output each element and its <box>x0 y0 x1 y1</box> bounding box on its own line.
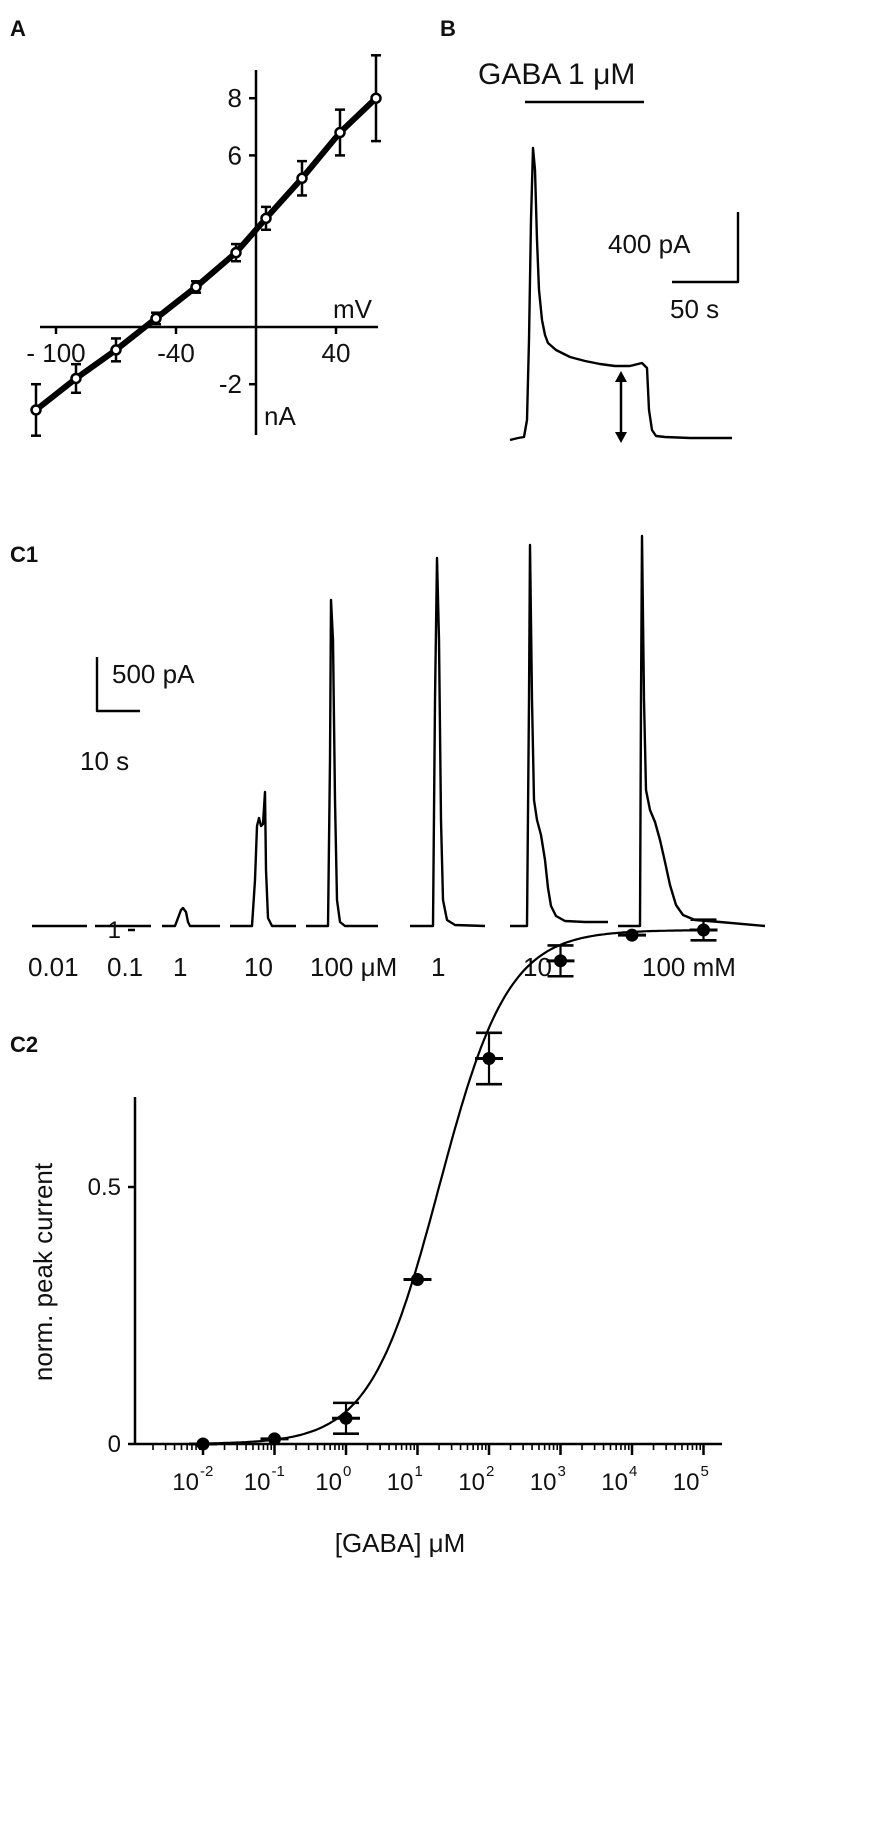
panel-c1-scale-bar <box>95 657 140 713</box>
panel-a-y-tick-label: -2 <box>219 369 242 399</box>
panel-b-arrow-down-head <box>615 432 627 443</box>
panel-a-data-point <box>190 281 202 293</box>
panel-a-y-tick-label: 8 <box>228 83 242 113</box>
panel-a-x-label: mV <box>333 294 373 324</box>
panel-a-data-point <box>30 404 42 416</box>
panel-a-data-point <box>230 246 242 259</box>
panel-c2-x-tick-exponent: 5 <box>701 1463 709 1480</box>
panel-c2-x-label: [GABA] μM <box>335 1528 466 1558</box>
panel-c2-x-tick-base: 10 <box>458 1469 485 1496</box>
panel-c1-scale-current: 500 pA <box>112 659 195 689</box>
trace-1mm <box>410 556 486 928</box>
panel-a-y-label: nA <box>264 401 296 431</box>
trace-100um <box>306 598 378 928</box>
panel-c2-data-point <box>268 1432 281 1446</box>
panel-c2-fit <box>192 929 710 1445</box>
panel-a-label: A <box>10 16 26 41</box>
panel-c2-x-tick-exponent: 0 <box>343 1463 351 1480</box>
panel-c2-x-tick-base: 10 <box>530 1469 557 1496</box>
panel-c2-x-tick-exponent: 4 <box>629 1463 637 1480</box>
panel-c2-x-tick-exponent: -2 <box>200 1463 213 1480</box>
panel-a-data-point <box>334 126 346 139</box>
conc-label-0-01: 0.01 <box>28 952 79 982</box>
panel-c2-data <box>189 918 718 1451</box>
panel-a-x-tick-label: 40 <box>322 338 351 368</box>
panel-c2-x-tick-base: 10 <box>172 1469 199 1496</box>
conc-label-0-1: 0.1 <box>107 952 143 982</box>
panel-a-data <box>30 54 382 437</box>
panel-a-data-point <box>150 312 162 325</box>
panel-a-data-point <box>110 344 122 356</box>
panel-c1-scale-time: 10 s <box>80 746 129 776</box>
panel-c2-y-tick-label: 0.5 <box>88 1174 121 1201</box>
panel-a-data-point <box>296 172 308 185</box>
panel-a-y-tick-label: 6 <box>228 140 242 170</box>
panel-c2-data-point <box>411 1273 424 1287</box>
panel-c2-x-tick-base: 10 <box>387 1469 414 1496</box>
panel-c2-x-tick-base: 10 <box>673 1469 700 1496</box>
panel-c2-x-tick-base: 10 <box>315 1469 342 1496</box>
panel-c2-x-tick-exponent: 2 <box>486 1463 494 1480</box>
panel-c2-y-label: norm. peak current <box>28 1162 58 1381</box>
panel-c2-data-point <box>697 923 710 937</box>
panel-a-data-point <box>260 212 272 225</box>
panel-c2-x-tick-exponent: 1 <box>415 1463 423 1480</box>
panel-a-x-tick-label: -40 <box>157 338 195 368</box>
panel-c2-data-point <box>339 1411 353 1425</box>
panel-c2-label: C2 <box>10 1032 38 1057</box>
panel-c2-x-tick-exponent: -1 <box>272 1463 285 1480</box>
panel-b-scale-bar <box>672 212 740 284</box>
panel-c2-x-tick-exponent: 3 <box>558 1463 566 1480</box>
conc-label-1um: 1 <box>173 952 187 982</box>
panel-b-scale-current: 400 pA <box>608 229 691 259</box>
panel-a-iv-line <box>34 96 379 413</box>
panel-c2-data-point <box>625 928 639 942</box>
panel-c1: C1 500 pA 10 s 0.01 0.1 1 10 100 μM 1 10… <box>10 534 766 982</box>
panel-c2-data-point <box>554 954 567 968</box>
panel-c1-traces <box>32 534 766 928</box>
panel-c2-data-point <box>196 1437 210 1451</box>
panel-a-data-point <box>70 372 82 385</box>
panel-c2-fit-curve <box>192 929 710 1445</box>
conc-label-10um: 10 <box>244 952 273 982</box>
panel-b-label: B <box>440 16 456 41</box>
panel-b-drug-label: GABA 1 μM <box>478 58 635 91</box>
panel-b: B GABA 1 μM 400 pA 50 s <box>440 16 740 443</box>
conc-label-1mm: 1 <box>431 952 445 982</box>
trace-10mm <box>510 543 608 928</box>
panel-c2-y-tick-label: 1 <box>108 917 121 944</box>
panel-c2-y-tick-label: 0 <box>108 1431 121 1458</box>
trace-10um <box>230 790 296 928</box>
panel-c2-x-tick-base: 10 <box>601 1469 628 1496</box>
panel-c2-x-tick-base: 10 <box>244 1469 271 1496</box>
trace-100mm <box>618 534 766 928</box>
panel-a-data-point <box>370 92 382 104</box>
panel-c1-label: C1 <box>10 542 38 567</box>
panel-c2-data-point <box>482 1052 496 1065</box>
trace-1um <box>162 906 220 928</box>
panel-b-arrow-up-head <box>615 371 627 382</box>
panel-b-trace <box>509 146 732 442</box>
panel-b-scale-time: 50 s <box>670 294 719 324</box>
conc-label-100mm: 100 mM <box>642 952 736 982</box>
conc-label-100um: 100 μM <box>310 952 397 982</box>
